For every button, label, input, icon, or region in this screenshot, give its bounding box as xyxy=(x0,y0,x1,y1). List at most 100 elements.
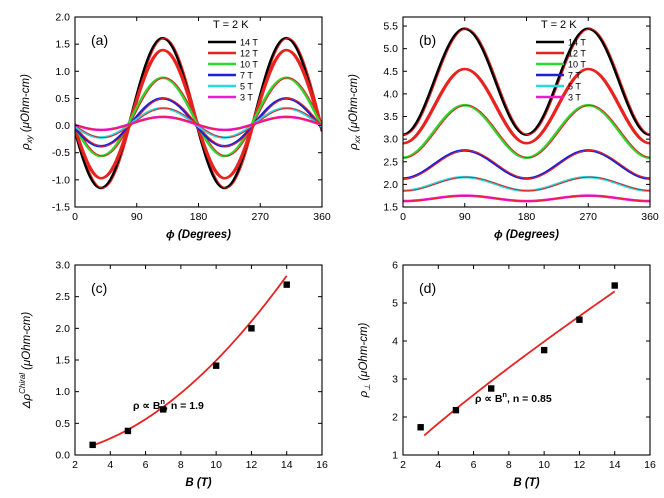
y-tick-label: 1.5 xyxy=(55,355,70,367)
legend-entry-5t: 5 T xyxy=(568,82,581,92)
x-tick-label: 6 xyxy=(471,459,477,471)
y-axis-label: ΔρChiral (μOhm-cm) xyxy=(18,312,33,410)
panel-label: (b) xyxy=(419,32,436,48)
data-point xyxy=(488,385,495,392)
fit-line-12t xyxy=(403,68,650,144)
x-tick-label: 270 xyxy=(251,211,269,223)
x-tick-label: 8 xyxy=(178,459,184,471)
y-tick-label: 5 xyxy=(392,298,398,310)
x-tick-label: 0 xyxy=(72,211,78,223)
y-tick-label: 4.5 xyxy=(383,66,398,78)
y-axis-label-symbol: ρ xyxy=(358,390,370,398)
x-tick-label: 16 xyxy=(644,459,656,471)
x-tick-label: 180 xyxy=(190,211,208,223)
x-tick-label: 12 xyxy=(574,459,586,471)
x-tick-label: 8 xyxy=(506,459,512,471)
series-line-3t xyxy=(403,194,650,203)
y-axis-label: ρxx (μOhm-cm) xyxy=(348,74,362,151)
y-tick-label: 2.0 xyxy=(55,323,70,335)
y-tick-label: -1.5 xyxy=(52,202,70,214)
panel-label: (d) xyxy=(419,280,436,296)
x-axis-label-text: (Degrees) xyxy=(175,229,231,241)
y-tick-label: 3 xyxy=(392,374,398,386)
legend-entry-7t: 7 T xyxy=(240,71,253,81)
data-point xyxy=(124,427,132,435)
series-line-14t xyxy=(75,36,322,190)
panel-label: (c) xyxy=(91,280,107,296)
data-point xyxy=(452,406,460,414)
data-point xyxy=(89,441,96,449)
x-tick-label: 90 xyxy=(459,211,471,223)
temperature-label: T = 2 K xyxy=(541,19,577,31)
y-axis-label: ρxy (μOhm-cm) xyxy=(20,74,34,151)
y-axis-label-text: (μOhm-cm) xyxy=(20,74,32,135)
x-axis-label: ϕ (Degrees) xyxy=(494,229,559,241)
series-line-7t xyxy=(403,149,650,180)
legend-entry-10t: 10 T xyxy=(568,60,586,70)
x-tick-label: 2 xyxy=(72,459,78,471)
y-axis-label-subscript: xx xyxy=(353,134,362,144)
y-tick-label: 1.5 xyxy=(383,202,398,214)
y-axis-label-subscript: xy xyxy=(25,134,34,144)
data-point xyxy=(576,316,583,323)
x-tick-label: 10 xyxy=(538,459,550,471)
x-tick-label: 270 xyxy=(579,211,597,223)
fit-annotation: ρ ∝ Bn, n = 0.85 xyxy=(475,390,552,405)
series-line-12t xyxy=(75,48,322,180)
legend-entry-12t: 12 T xyxy=(568,49,586,59)
legend-entry-14t: 14 T xyxy=(240,38,258,48)
fit-annotation-main: ρ ∝ B xyxy=(133,400,161,412)
series-line-7t xyxy=(75,97,322,148)
x-tick-label: 180 xyxy=(518,211,536,223)
y-tick-label: 2.0 xyxy=(383,179,398,191)
y-tick-label: 2.5 xyxy=(383,156,398,168)
x-tick-label: 4 xyxy=(107,459,113,471)
x-tick-label: 2 xyxy=(400,459,406,471)
legend: 14 T12 T10 T7 T5 T3 T xyxy=(536,38,586,103)
y-tick-label: 0.5 xyxy=(55,418,70,430)
data-point xyxy=(540,346,548,354)
series-line-14t xyxy=(403,27,650,136)
data-point xyxy=(160,406,167,413)
y-tick-label: 4.0 xyxy=(383,88,398,100)
legend-entry-12t: 12 T xyxy=(240,49,258,59)
fit-line-14t xyxy=(75,37,322,189)
fit-annotation-exponent: n xyxy=(502,390,507,399)
y-tick-label: 2.5 xyxy=(55,291,70,303)
x-tick-label: 14 xyxy=(609,459,621,471)
y-axis-label-symbol: Δρ xyxy=(21,394,33,410)
x-tick-label: 6 xyxy=(143,459,149,471)
fit-annotation: ρ ∝ Bn, n = 1.9 xyxy=(133,397,204,412)
x-axis-label-symbol: ϕ xyxy=(494,229,503,241)
x-axis-label-symbol: ϕ xyxy=(166,229,175,241)
data-point xyxy=(283,281,290,288)
x-tick-label: 4 xyxy=(435,459,441,471)
y-axis-label-text: (μOhm-cm) xyxy=(21,312,33,373)
y-axis-label-superscript: Chiral xyxy=(18,373,27,394)
fit-line-10t xyxy=(403,104,650,159)
y-axis-label-symbol: ρ xyxy=(20,143,32,151)
fit-line-12t xyxy=(75,49,322,179)
panel-c: 2 4 6 8 10 12 14 16 0.0 0.5 1.0 1.5 2.0 2.5 3.0 (c) ρ ∝ … xyxy=(18,260,328,490)
legend-entry-7t: 7 T xyxy=(568,71,581,81)
legend-entry-3t: 3 T xyxy=(240,93,253,103)
y-axis-label-text: (μOhm-cm) xyxy=(358,322,370,383)
panel-b: 0 90 180 270 360 1.5 2.0 2.5 3.0 3.5 4.0 4.5 5.0 5.5 (… xyxy=(348,16,659,241)
legend-entry-14t: 14 T xyxy=(568,38,586,48)
panel-label: (a) xyxy=(91,32,108,48)
y-axis-label-text: (μOhm-cm) xyxy=(348,74,360,135)
y-tick-label: 3.5 xyxy=(383,111,398,123)
fit-line-5t xyxy=(403,176,650,192)
y-tick-label: 0.0 xyxy=(55,120,70,132)
x-tick-label: 360 xyxy=(641,211,659,223)
fit-line-3t xyxy=(403,195,650,202)
y-tick-label: 5.5 xyxy=(383,21,398,33)
y-tick-label: 1 xyxy=(392,450,398,462)
x-axis-label-text: (Degrees) xyxy=(503,229,559,241)
y-tick-label: 4 xyxy=(392,336,398,348)
y-tick-label: 3.0 xyxy=(383,134,398,146)
fit-curve xyxy=(423,290,616,437)
data-point xyxy=(611,282,618,289)
x-axis-label: B (T) xyxy=(513,477,539,489)
